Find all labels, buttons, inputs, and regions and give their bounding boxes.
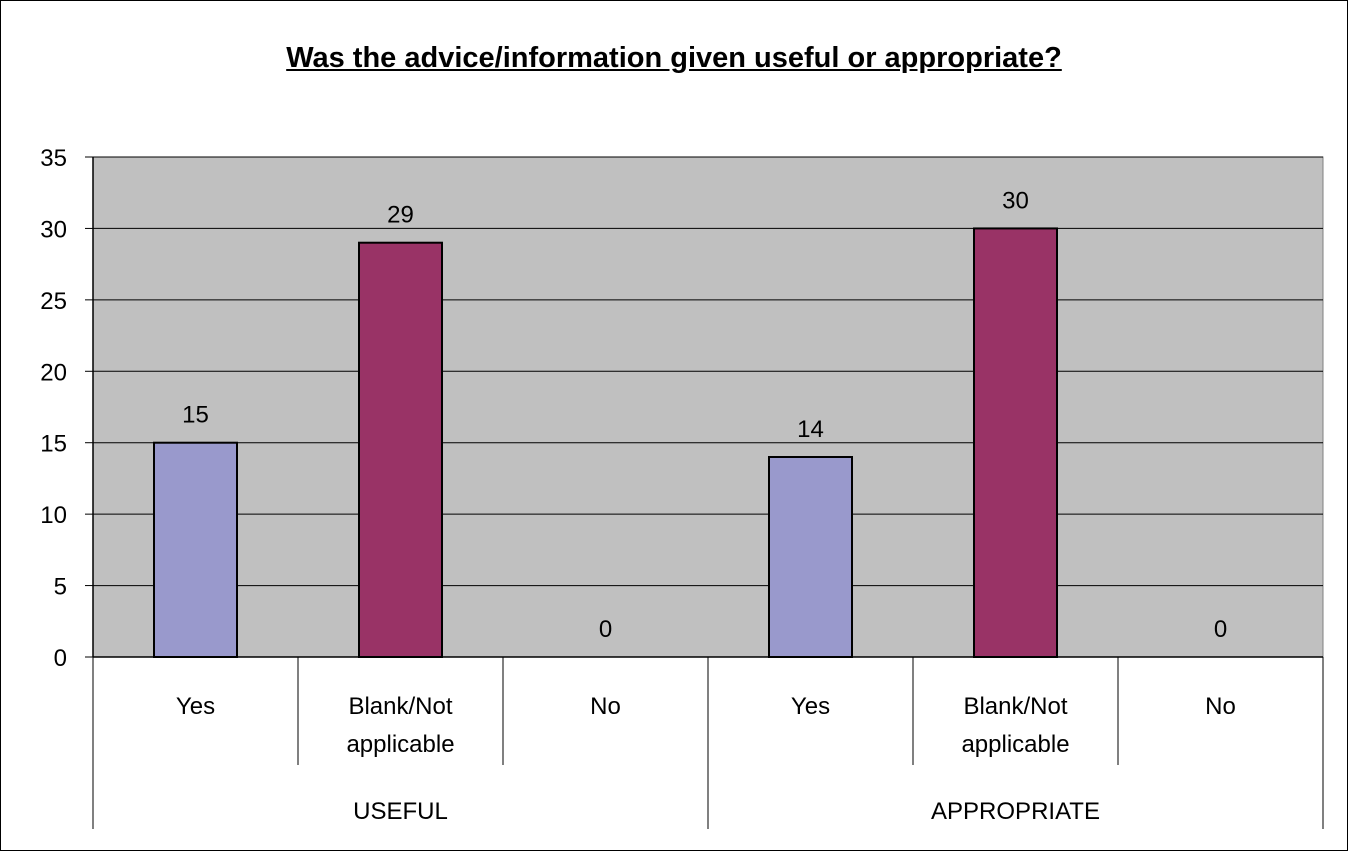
y-tick-label: 10 [40, 502, 67, 529]
x-category-label: No [1205, 693, 1236, 720]
x-category-label: Blank/Not applicable [961, 693, 1069, 758]
y-tick-label: 30 [40, 216, 67, 243]
x-category-label: Blank/Not applicable [346, 693, 454, 758]
y-tick-label: 20 [40, 359, 67, 386]
data-label: 0 [1214, 616, 1227, 643]
x-category-label: No [590, 693, 621, 720]
x-group-label: APPROPRIATE [931, 798, 1100, 825]
data-label: 0 [599, 616, 612, 643]
data-label: 14 [797, 416, 824, 443]
data-label: 15 [182, 402, 209, 429]
y-tick-label: 35 [40, 145, 67, 172]
y-tick-label: 15 [40, 431, 67, 458]
bar [973, 227, 1058, 659]
bar [768, 456, 853, 658]
data-label: 30 [1002, 187, 1029, 214]
bar [358, 241, 443, 658]
y-tick-label: 5 [54, 574, 67, 601]
chart-title: Was the advice/information given useful … [286, 42, 1062, 74]
y-tick-label: 25 [40, 288, 67, 315]
y-tick-label: 0 [54, 645, 67, 672]
x-group-label: USEFUL [353, 798, 448, 825]
data-label: 29 [387, 202, 414, 229]
x-category-label: Yes [791, 693, 830, 720]
plot-area [92, 156, 1324, 658]
bar [153, 441, 238, 659]
x-category-label: Yes [176, 693, 215, 720]
